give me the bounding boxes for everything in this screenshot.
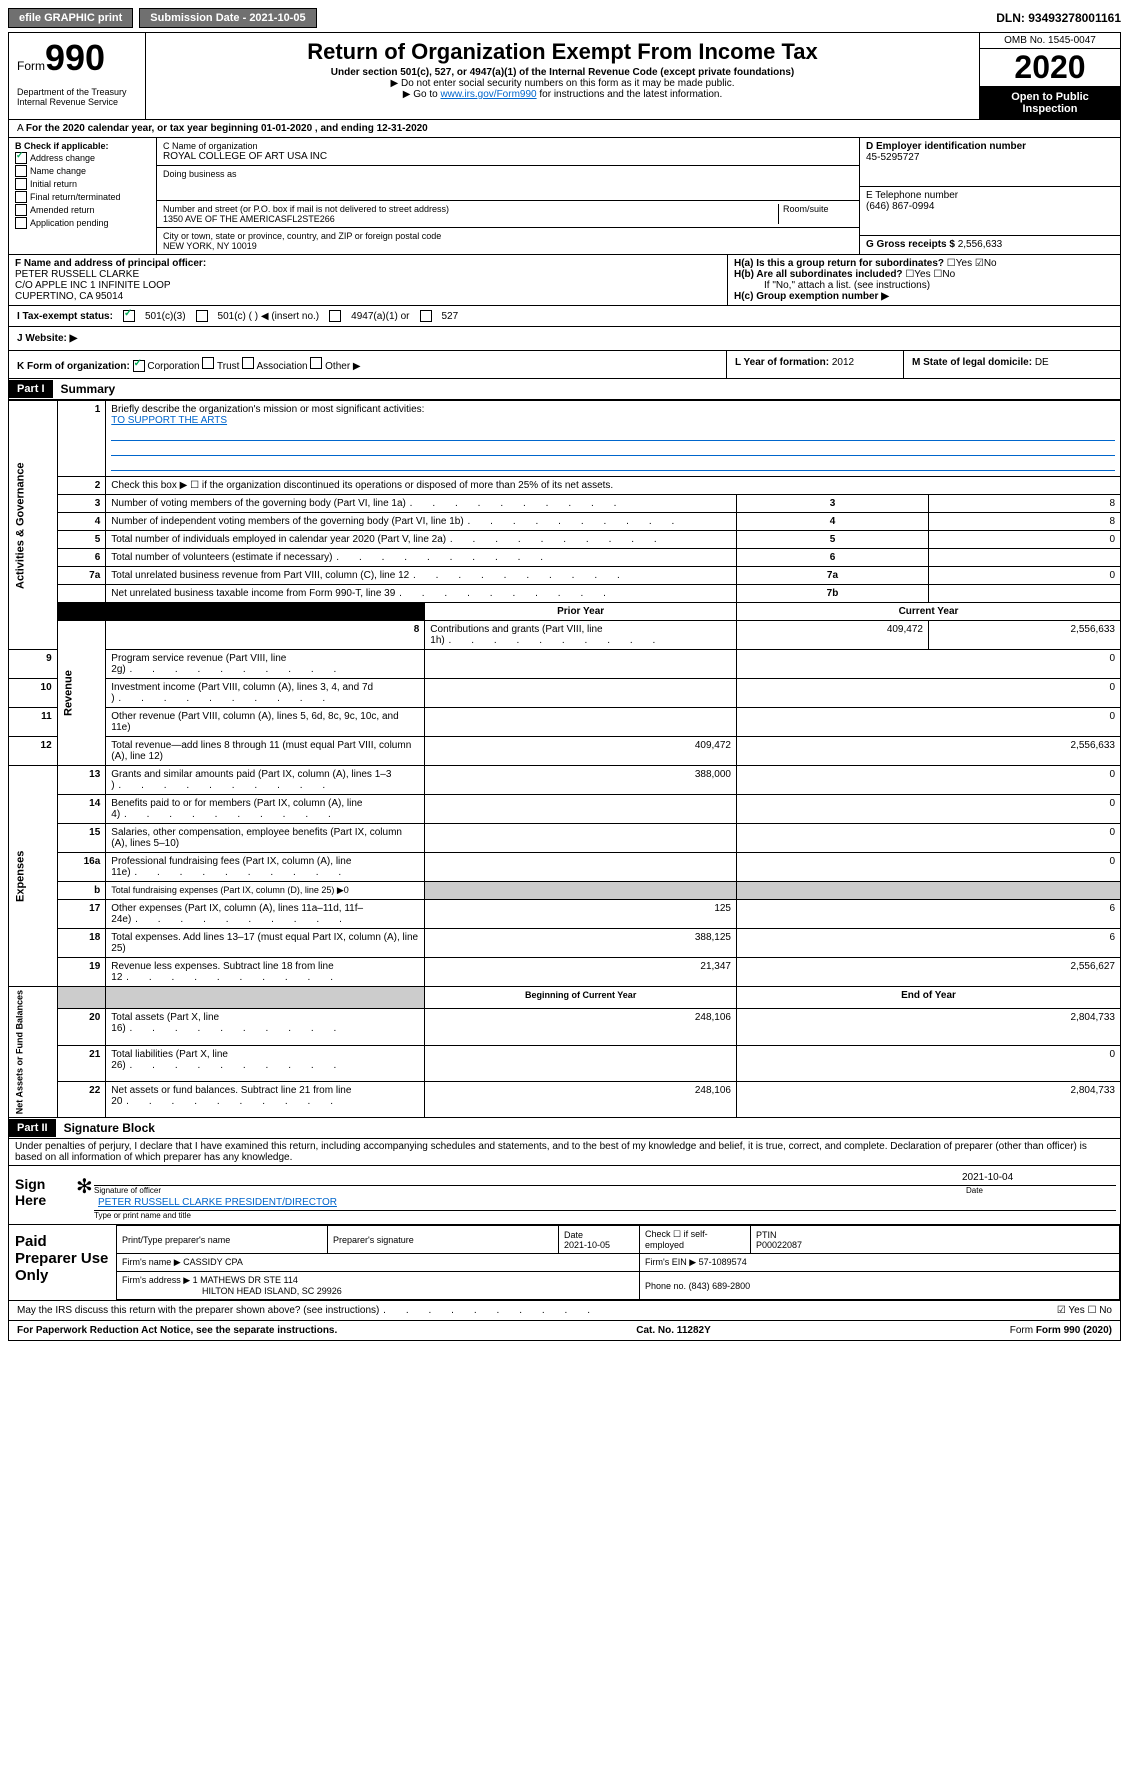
check-501c3[interactable]: [123, 310, 135, 322]
top-bar: efile GRAPHIC print Submission Date - 20…: [8, 8, 1121, 28]
vert-expenses: Expenses: [9, 766, 58, 987]
hc-label: H(c) Group exemption number ▶: [734, 291, 1114, 302]
officer-label: F Name and address of principal officer:: [15, 258, 721, 269]
check-final-return[interactable]: [15, 191, 27, 203]
check-other[interactable]: [310, 357, 322, 369]
hb-note: If "No," attach a list. (see instruction…: [734, 280, 1114, 291]
phone-value: (646) 867-0994: [866, 201, 1114, 212]
paid-preparer-section: Paid Preparer Use Only Print/Type prepar…: [8, 1225, 1121, 1301]
dln: DLN: 93493278001161: [996, 11, 1121, 25]
check-trust[interactable]: [202, 357, 214, 369]
perjury-text: Under penalties of perjury, I declare th…: [8, 1139, 1121, 1166]
paperwork-row: For Paperwork Reduction Act Notice, see …: [8, 1321, 1121, 1341]
check-address-change[interactable]: [15, 152, 27, 164]
tax-status-row: I Tax-exempt status: 501(c)(3) 501(c) ( …: [8, 306, 1121, 327]
vert-revenue: Revenue: [57, 621, 106, 766]
addr-label: Number and street (or P.O. box if mail i…: [163, 204, 778, 214]
ein-label: D Employer identification number: [866, 141, 1114, 152]
check-4947[interactable]: [329, 310, 341, 322]
signature-section: Sign Here ✻ 2021-10-04 Signature of offi…: [8, 1166, 1121, 1225]
ha-label: H(a) Is this a group return for subordin…: [734, 258, 944, 269]
form-title: Return of Organization Exempt From Incom…: [150, 39, 975, 65]
check-name-change[interactable]: [15, 165, 27, 177]
note-2: ▶ Go to www.irs.gov/Form990 for instruct…: [150, 89, 975, 100]
org-name: ROYAL COLLEGE OF ART USA INC: [163, 151, 853, 162]
check-corp[interactable]: [133, 360, 145, 372]
check-amended[interactable]: [15, 204, 27, 216]
officer-grid: F Name and address of principal officer:…: [8, 255, 1121, 306]
city-label: City or town, state or province, country…: [163, 231, 853, 241]
officer-addr2: CUPERTINO, CA 95014: [15, 291, 721, 302]
box-b-title: B Check if applicable:: [15, 141, 150, 151]
efile-button[interactable]: efile GRAPHIC print: [8, 8, 133, 28]
check-initial-return[interactable]: [15, 178, 27, 190]
phone-label: E Telephone number: [866, 190, 1114, 201]
officer-name: PETER RUSSELL CLARKE: [15, 269, 721, 280]
gross-label: G Gross receipts $: [866, 239, 955, 250]
paid-preparer-label: Paid Preparer Use Only: [9, 1225, 116, 1300]
instructions-link[interactable]: www.irs.gov/Form990: [440, 89, 536, 100]
mission-text: TO SUPPORT THE ARTS: [111, 415, 1115, 426]
officer-addr1: C/O APPLE INC 1 INFINITE LOOP: [15, 280, 721, 291]
room-label: Room/suite: [778, 204, 853, 224]
open-public: Open to Public Inspection: [980, 87, 1120, 119]
check-527[interactable]: [420, 310, 432, 322]
entity-grid: B Check if applicable: Address change Na…: [8, 138, 1121, 255]
discuss-row: May the IRS discuss this return with the…: [8, 1301, 1121, 1321]
vert-activities: Activities & Governance: [9, 401, 58, 650]
check-assoc[interactable]: [242, 357, 254, 369]
part1-header: Part I Summary: [8, 379, 1121, 400]
sign-here-label: Sign Here: [9, 1166, 76, 1224]
summary-table: Activities & Governance 1 Briefly descri…: [8, 400, 1121, 1118]
gross-value: 2,556,633: [958, 239, 1003, 250]
ein-value: 45-5295727: [866, 152, 1114, 163]
note-1: ▶ Do not enter social security numbers o…: [150, 78, 975, 89]
submission-date: Submission Date - 2021-10-05: [139, 8, 316, 28]
city-value: NEW YORK, NY 10019: [163, 241, 853, 251]
department: Department of the Treasury Internal Reve…: [17, 79, 137, 107]
vert-netassets: Net Assets or Fund Balances: [9, 987, 58, 1118]
form-org-row: K Form of organization: Corporation Trus…: [8, 351, 1121, 379]
period-line: A For the 2020 calendar year, or tax yea…: [8, 120, 1121, 138]
addr-value: 1350 AVE OF THE AMERICASFL2STE266: [163, 214, 778, 224]
org-name-label: C Name of organization: [163, 141, 853, 151]
check-app-pending[interactable]: [15, 217, 27, 229]
tax-year: 2020: [980, 49, 1120, 87]
part2-header: Part II Signature Block: [8, 1118, 1121, 1139]
form-number: 990: [45, 37, 105, 78]
omb-number: OMB No. 1545-0047: [980, 33, 1120, 49]
check-501c[interactable]: [196, 310, 208, 322]
hb-label: H(b) Are all subordinates included?: [734, 269, 903, 280]
subtitle: Under section 501(c), 527, or 4947(a)(1)…: [150, 67, 975, 78]
form-prefix: Form: [17, 59, 45, 73]
dba-label: Doing business as: [163, 169, 853, 179]
officer-name-sig: PETER RUSSELL CLARKE PRESIDENT/DIRECTOR: [98, 1197, 337, 1208]
form-header: Form990 Department of the Treasury Inter…: [8, 32, 1121, 120]
website-row: J Website: ▶: [8, 327, 1121, 351]
